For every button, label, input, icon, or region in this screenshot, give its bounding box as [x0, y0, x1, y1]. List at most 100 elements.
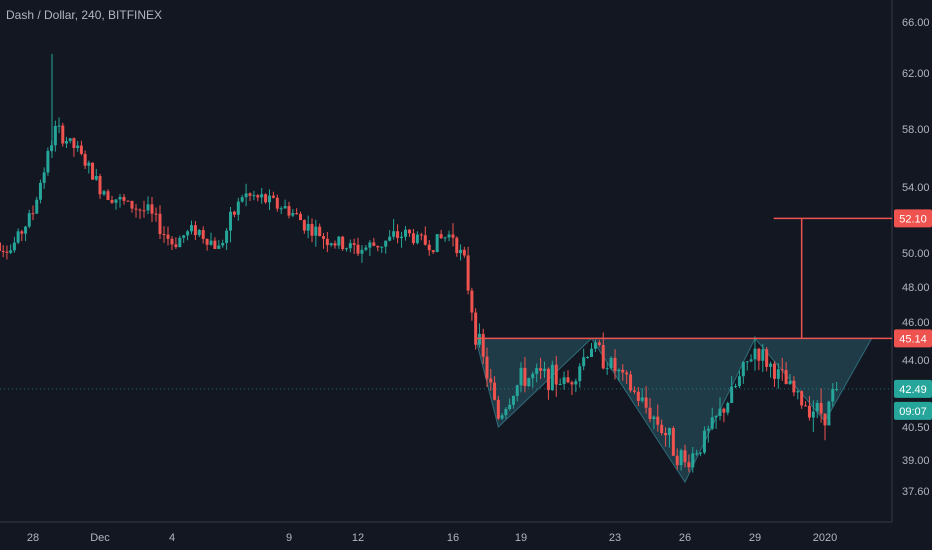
candle-down	[570, 382, 574, 385]
candle-down	[134, 208, 138, 210]
time-axis-label: 23	[609, 532, 621, 544]
candle-up	[519, 367, 523, 386]
candle-down	[470, 290, 474, 313]
candle-up	[146, 204, 150, 211]
candle-up	[769, 363, 773, 367]
candle-down	[757, 348, 761, 361]
candle-up	[360, 249, 364, 254]
candle-down	[489, 378, 493, 383]
time-axis-label: 9	[286, 532, 292, 544]
candle-up	[745, 361, 749, 363]
candle-down	[193, 225, 197, 236]
candle-down	[431, 250, 435, 253]
candle-up	[508, 404, 512, 410]
candle-down	[0, 242, 1, 252]
candle-down	[256, 195, 260, 198]
candle-up	[9, 250, 13, 253]
candle-up	[714, 416, 718, 418]
time-axis-label: 26	[679, 532, 691, 544]
candle-down	[5, 251, 9, 253]
candle-up	[741, 362, 745, 377]
candle-up	[182, 235, 186, 238]
candle-down	[566, 377, 570, 383]
candle-down	[166, 234, 170, 239]
candle-up	[504, 409, 508, 416]
candle-up	[734, 386, 738, 388]
candle-down	[656, 416, 660, 425]
candle-up	[260, 194, 264, 198]
candle-up	[562, 377, 566, 384]
candle-down	[411, 233, 415, 244]
candle-down	[174, 244, 178, 248]
candle-down	[439, 234, 443, 239]
candle-up	[831, 388, 835, 402]
candle-up	[667, 428, 671, 436]
price-axis-label: 39.00	[902, 455, 930, 467]
candle-up	[404, 229, 407, 237]
last-price-price-tag	[894, 379, 932, 398]
candle-up	[42, 172, 46, 183]
candle-down	[648, 407, 652, 420]
countdown-price-tag-text: 09:07	[899, 406, 927, 418]
candle-up	[558, 383, 562, 385]
candle-up	[679, 450, 683, 466]
candle-down	[613, 357, 617, 372]
candle-up	[415, 234, 419, 244]
candle-up	[459, 249, 463, 254]
candle-up	[710, 417, 714, 429]
candle-up	[46, 150, 50, 173]
candle-up	[348, 243, 352, 249]
candle-up	[217, 245, 221, 249]
candle-up	[252, 195, 256, 197]
candle-down	[130, 200, 134, 209]
candle-down	[485, 356, 489, 379]
price-axis-label: 40.50	[902, 422, 930, 434]
candle-up	[268, 195, 271, 203]
candle-up	[776, 369, 780, 379]
candle-down	[205, 238, 209, 245]
target-price-tag-text: 52.10	[899, 213, 927, 225]
price-axis-label: 54.00	[902, 182, 930, 194]
candle-down	[110, 200, 114, 203]
candle-down	[232, 211, 236, 215]
candle-up	[582, 357, 586, 367]
candle-up	[240, 197, 244, 202]
time-axis-label: 19	[515, 532, 527, 544]
candle-down	[20, 231, 24, 234]
candle-down	[481, 333, 485, 357]
candle-down	[275, 197, 279, 209]
candle-up	[118, 196, 122, 200]
candle-down	[419, 234, 423, 236]
candle-down	[554, 364, 558, 385]
candle-down	[407, 229, 411, 234]
candle-down	[493, 382, 497, 400]
candle-up	[586, 356, 590, 358]
candle-up	[57, 125, 61, 127]
candle-up	[306, 223, 310, 231]
candle-up	[400, 236, 404, 239]
candle-up	[811, 411, 815, 418]
candle-up	[65, 141, 68, 144]
candle-up	[737, 376, 741, 387]
candle-up	[225, 230, 229, 244]
candle-up	[197, 230, 201, 236]
candle-down	[722, 408, 726, 413]
neckline-price-tag	[894, 329, 932, 348]
candle-down	[823, 413, 827, 426]
candle-down	[819, 402, 823, 414]
candle-up	[788, 380, 792, 385]
candle-down	[455, 237, 459, 254]
candle-up	[574, 381, 578, 385]
candle-down	[462, 249, 466, 256]
candle-up	[221, 243, 225, 246]
candle-up	[443, 237, 447, 239]
candle-up	[236, 201, 240, 215]
candle-up	[337, 236, 341, 246]
candle-down	[625, 372, 629, 375]
candle-down	[333, 243, 337, 246]
candle-down	[158, 213, 162, 235]
candle-down	[629, 374, 633, 391]
candle-up	[380, 246, 384, 248]
